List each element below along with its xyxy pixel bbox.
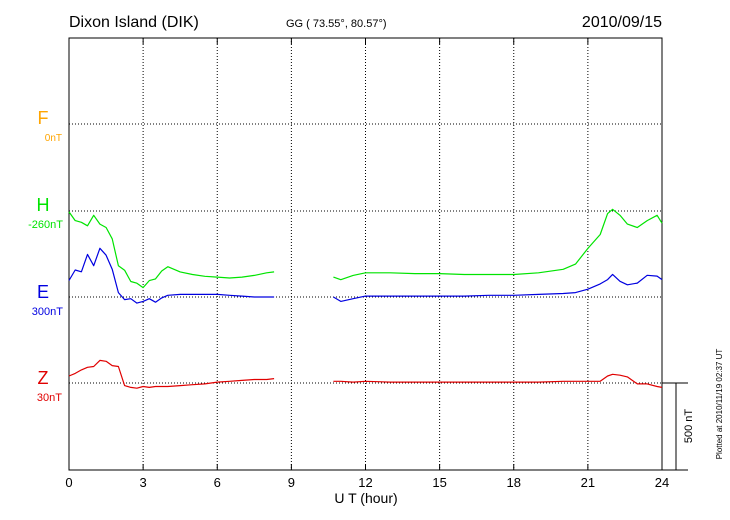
station-title: Dixon Island (DIK) (69, 14, 199, 31)
component-labels: F 0nT H -260nT E 300nT Z 30nT (28, 108, 63, 404)
scale-bar: 500 nT (662, 382, 695, 471)
series-h-line (68, 208, 663, 289)
baseline-e: 300nT (32, 306, 63, 318)
baseline-h: -260nT (28, 219, 63, 231)
x-axis-label: U T (hour) (334, 490, 397, 506)
scale-bar-label: 500 nT (683, 409, 695, 444)
label-f: F (38, 108, 49, 128)
series-e-line (68, 247, 663, 304)
coordinates-label: GG ( 73.55°, 80.57°) (286, 18, 387, 30)
x-tick-label: 0 (65, 475, 72, 490)
x-tick-label: 18 (507, 475, 521, 490)
baseline-z: 30nT (37, 392, 62, 404)
x-tick-label: 3 (140, 475, 147, 490)
x-tick-label: 24 (655, 475, 669, 490)
x-tick-label: 6 (214, 475, 221, 490)
label-h: H (37, 195, 50, 215)
x-tick-label: 15 (432, 475, 446, 490)
x-ticks: 0 3 6 9 12 15 18 21 24 (65, 38, 669, 490)
x-tick-label: 9 (288, 475, 295, 490)
x-tick-label: 21 (581, 475, 595, 490)
label-z: Z (38, 368, 49, 388)
grid (69, 38, 662, 470)
plotted-timestamp: Plotted at 2010/11/19 02:37 UT (715, 349, 724, 460)
label-e: E (37, 282, 49, 302)
baseline-f: 0nT (45, 133, 62, 144)
series-lines (68, 208, 663, 389)
date-label: 2010/09/15 (582, 14, 662, 31)
series-z-line (68, 359, 663, 389)
x-tick-label: 12 (358, 475, 372, 490)
